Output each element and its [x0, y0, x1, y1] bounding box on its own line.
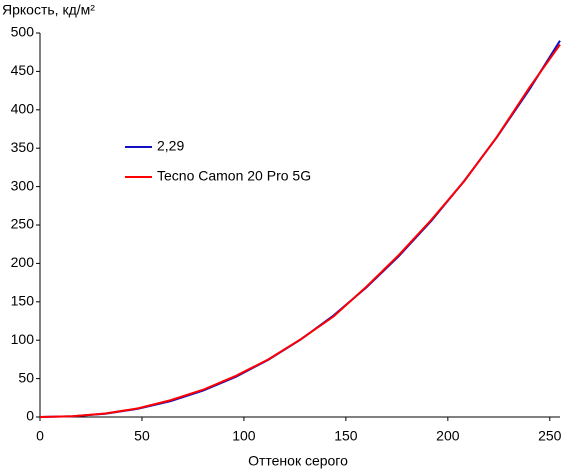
x-tick-label: 150 [334, 428, 358, 444]
y-tick-label: 450 [11, 62, 35, 78]
y-tick-label: 100 [11, 331, 35, 347]
x-tick-label: 0 [36, 428, 44, 444]
y-tick-label: 300 [11, 177, 35, 193]
y-tick-label: 350 [11, 139, 35, 155]
y-tick-label: 0 [26, 408, 34, 424]
series-line [39, 43, 561, 418]
series-line [39, 40, 561, 418]
y-tick-label: 250 [11, 216, 35, 232]
legend-label: Tecno Camon 20 Pro 5G [157, 168, 311, 184]
x-tick-label: 50 [134, 428, 150, 444]
x-axis-label: Оттенок серого [248, 453, 348, 469]
x-tick-label: 200 [436, 428, 460, 444]
x-tick-label: 250 [538, 428, 562, 444]
legend-label: 2,29 [157, 138, 184, 154]
y-tick-label: 150 [11, 293, 35, 309]
y-tick-label: 400 [11, 101, 35, 117]
y-axis-label: Яркость, кд/м² [2, 2, 95, 18]
y-tick-label: 50 [18, 369, 34, 385]
y-tick-label: 500 [11, 24, 35, 40]
y-tick-label: 200 [11, 254, 35, 270]
x-tick-label: 100 [232, 428, 256, 444]
